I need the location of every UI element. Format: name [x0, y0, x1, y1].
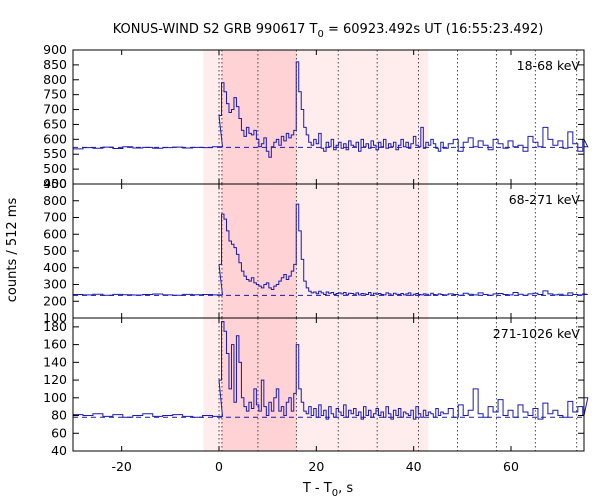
y-tick-label: 900	[43, 42, 67, 57]
y-tick-label: 80	[51, 408, 67, 423]
y-tick-label: 500	[43, 243, 67, 258]
y-tick-label: 40	[51, 443, 67, 458]
x-tick-label: 0	[215, 459, 223, 474]
x-axis: -20 0 20 40 60	[111, 459, 519, 474]
chart-title: KONUS-WIND S2 GRB 990617 T0 = 60923.492s…	[113, 22, 544, 40]
energy-band-label: 18-68 keV	[517, 58, 581, 73]
energy-band-label: 271-1026 keV	[493, 326, 581, 341]
shaded-region-2	[221, 318, 297, 451]
y-tick-label: 200	[43, 293, 67, 308]
y-tick-label: 120	[43, 372, 67, 387]
x-tick-label: 40	[406, 459, 422, 474]
y-tick-label: 450	[43, 176, 67, 191]
light-curve-3	[73, 321, 589, 420]
y-tick-label: 800	[43, 72, 67, 87]
x-axis-title-subscript: 0	[332, 488, 338, 499]
y-tick-label: 500	[43, 161, 67, 176]
y-tick-label: 700	[43, 102, 67, 117]
y-tick-label: 900	[43, 176, 67, 191]
x-axis-title: T - T0, s	[302, 481, 353, 499]
y-tick-label: 700	[43, 210, 67, 225]
y-tick-label: 100	[43, 310, 67, 325]
shaded-region-2	[221, 184, 297, 318]
y-tick-label: 160	[43, 337, 67, 352]
x-tick-label: 20	[308, 459, 324, 474]
y-tick-label: 750	[43, 87, 67, 102]
shaded-region-2	[221, 50, 297, 184]
panel-3: 40 60 80 100 120 140 160 180 271-1026 keV	[43, 317, 589, 458]
y-tick-label: 600	[43, 131, 67, 146]
y-tick-label: 650	[43, 116, 67, 131]
y-tick-label: 800	[43, 193, 67, 208]
y-tick-label: 300	[43, 277, 67, 292]
x-tick-label: -20	[111, 459, 131, 474]
chart-title-subscript: 0	[317, 29, 323, 40]
y-axis-title: counts / 512 ms	[5, 198, 20, 303]
y-tick-label: 550	[43, 146, 67, 161]
light-curve-1	[73, 61, 589, 158]
y-tick-label: 850	[43, 57, 67, 72]
y-tick-label: 600	[43, 226, 67, 241]
energy-band-label: 68-271 keV	[509, 192, 581, 207]
panel-frame	[72, 317, 585, 452]
x-tick-label: 60	[503, 459, 519, 474]
y-tick-label: 400	[43, 260, 67, 275]
y-tick-label: 140	[43, 354, 67, 369]
y-tick-label: 60	[51, 425, 67, 440]
y-tick-label: 100	[43, 390, 67, 405]
y-tick-label: 180	[43, 319, 67, 334]
light-curve-2	[73, 203, 588, 296]
